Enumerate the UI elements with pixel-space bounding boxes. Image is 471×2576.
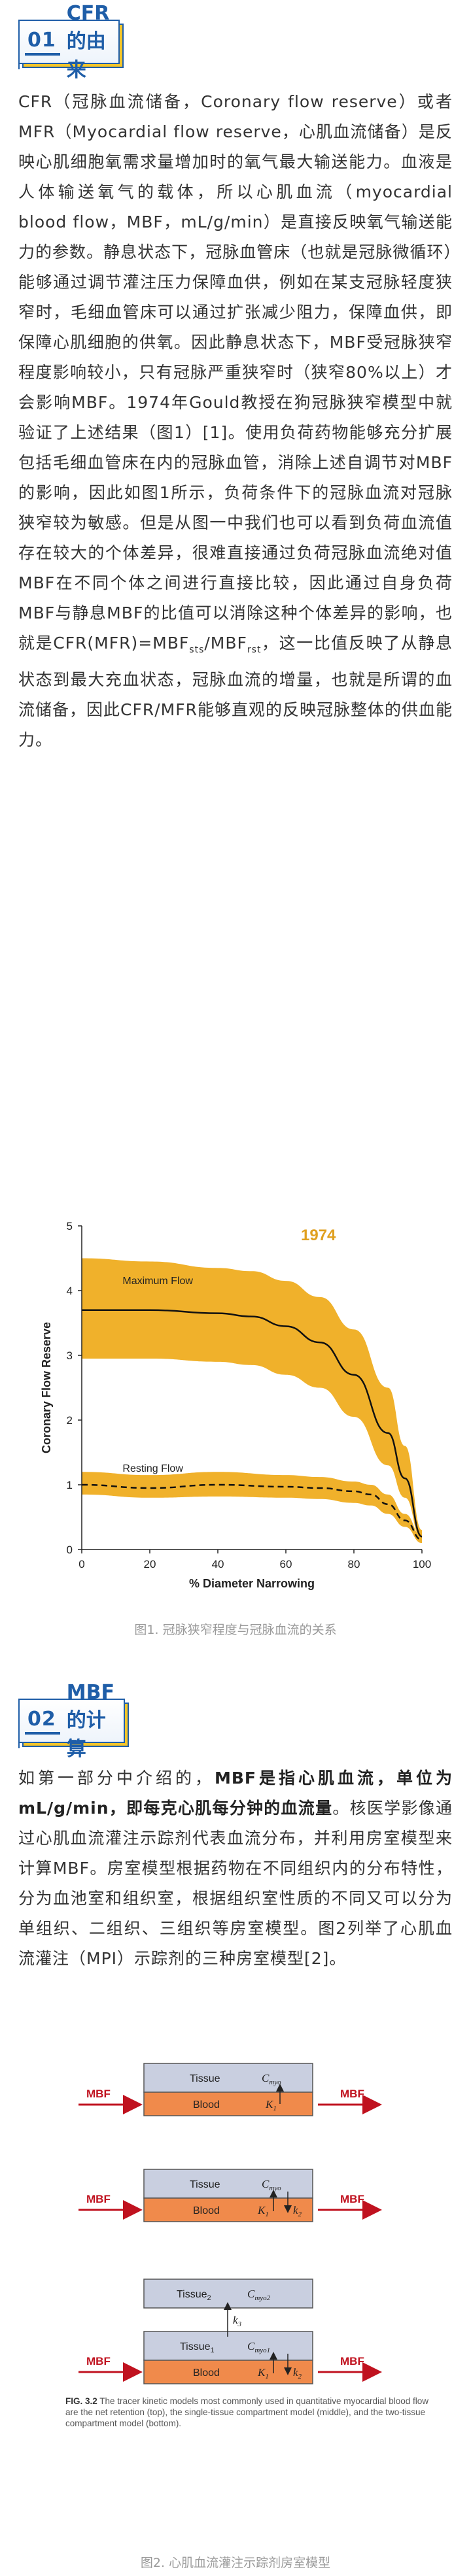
section-header-box: 01 CFR的由来 <box>18 2 120 82</box>
series-band-0 <box>82 1258 422 1540</box>
y-tick-label: 5 <box>67 1220 73 1232</box>
x-tick-label: 40 <box>212 1558 224 1570</box>
x-tick-label: 60 <box>280 1558 292 1570</box>
figure2-caption: 图2. 心肌血流灌注示踪剂房室模型 <box>140 2556 331 2570</box>
x-tick-label: 0 <box>78 1558 84 1570</box>
x-tick-label: 20 <box>144 1558 156 1570</box>
mbf-in-label: MBF <box>86 2355 111 2367</box>
k1-label: K1 <box>265 2098 277 2112</box>
tissue2-label: Tissue2 <box>177 2289 211 2302</box>
figure1-chart: 1974 0 1 2 3 4 5 0 20 40 60 80 100 % Diameter Narrow… <box>40 1220 431 1590</box>
x-tick-label: 80 <box>348 1558 360 1570</box>
mbf-out-label: MBF <box>340 2088 364 2100</box>
section-header-box: 02 MBF的计算 <box>18 1681 125 1761</box>
k2-label: k2 <box>293 2204 302 2218</box>
x-tick-label: 100 <box>413 1558 431 1570</box>
annotation-resting-flow: Resting Flow <box>122 1463 183 1474</box>
mbf-in-label: MBF <box>86 2193 111 2205</box>
k2-label: k2 <box>293 2366 302 2381</box>
y-tick-label: 3 <box>67 1349 73 1362</box>
section-title: CFR的由来 <box>66 1 110 82</box>
cmyo2-label: Cmyo2 <box>247 2288 271 2302</box>
single-tissue-model: Tissue Cmyo Blood K1 k2 MBF MBF <box>78 2169 382 2222</box>
mbf-in-label: MBF <box>86 2088 111 2100</box>
series-line-0 <box>82 1309 423 1538</box>
bold-definition: MBF是指心肌血流，单位为mL/g/min，即每克心肌每分钟的血流量 <box>18 1769 453 1818</box>
section1-paragraph: CFR（冠脉血流储备，Coronary flow reserve）或者MFR（M… <box>18 92 453 749</box>
k1-label: K1 <box>257 2204 269 2218</box>
y-tick-label: 0 <box>67 1544 73 1556</box>
y-tick-label: 4 <box>67 1285 73 1297</box>
blood-label: Blood <box>193 2367 220 2379</box>
annotation-maximum-flow: Maximum Flow <box>122 1276 193 1287</box>
k3-label: k3 <box>233 2314 242 2328</box>
tissue-label: Tissue <box>190 2073 220 2084</box>
y-tick-label: 1 <box>67 1479 73 1491</box>
tissue1-label: Tissue1 <box>180 2341 215 2354</box>
series-band-1 <box>82 1472 422 1544</box>
section-number: 02 <box>25 1708 60 1735</box>
figure1-caption: 图1. 冠脉狭窄程度与冠脉血流的关系 <box>134 1623 337 1637</box>
section-title: MBF的计算 <box>66 1680 114 1761</box>
k1-label: K1 <box>257 2366 269 2381</box>
x-axis-label: % Diameter Narrowing <box>189 1577 315 1590</box>
blood-label: Blood <box>193 2205 220 2216</box>
section2-paragraph: 如第一部分中介绍的，MBF是指心肌血流，单位为mL/g/min，即每克心肌每分钟… <box>18 1769 453 1968</box>
blood-label: Blood <box>193 2099 220 2110</box>
net-retention-model: Tissue Cmyo Blood K1 MBF MBF <box>78 2063 382 2116</box>
figure2-legend-text: FIG. 3.2 The tracer kinetic models most … <box>65 2396 429 2428</box>
mbf-out-label: MBF <box>340 2355 364 2367</box>
section-number: 01 <box>25 29 60 56</box>
cmyo1-label: Cmyo1 <box>247 2340 270 2354</box>
y-tick-label: 2 <box>67 1414 73 1427</box>
tissue-label: Tissue <box>190 2179 220 2190</box>
two-tissue-model: Tissue2 Cmyo2 Tissue1 Cmyo1 Blood K1 k2 … <box>78 2279 382 2384</box>
figure2-diagram: Tissue Cmyo Blood K1 MBF MBF Tissue Cmyo… <box>65 2063 429 2428</box>
series-line-1 <box>81 1483 423 1541</box>
y-axis-label: Coronary Flow Reserve <box>40 1322 53 1453</box>
chart-title: 1974 <box>301 1227 336 1244</box>
mbf-out-label: MBF <box>340 2193 364 2205</box>
